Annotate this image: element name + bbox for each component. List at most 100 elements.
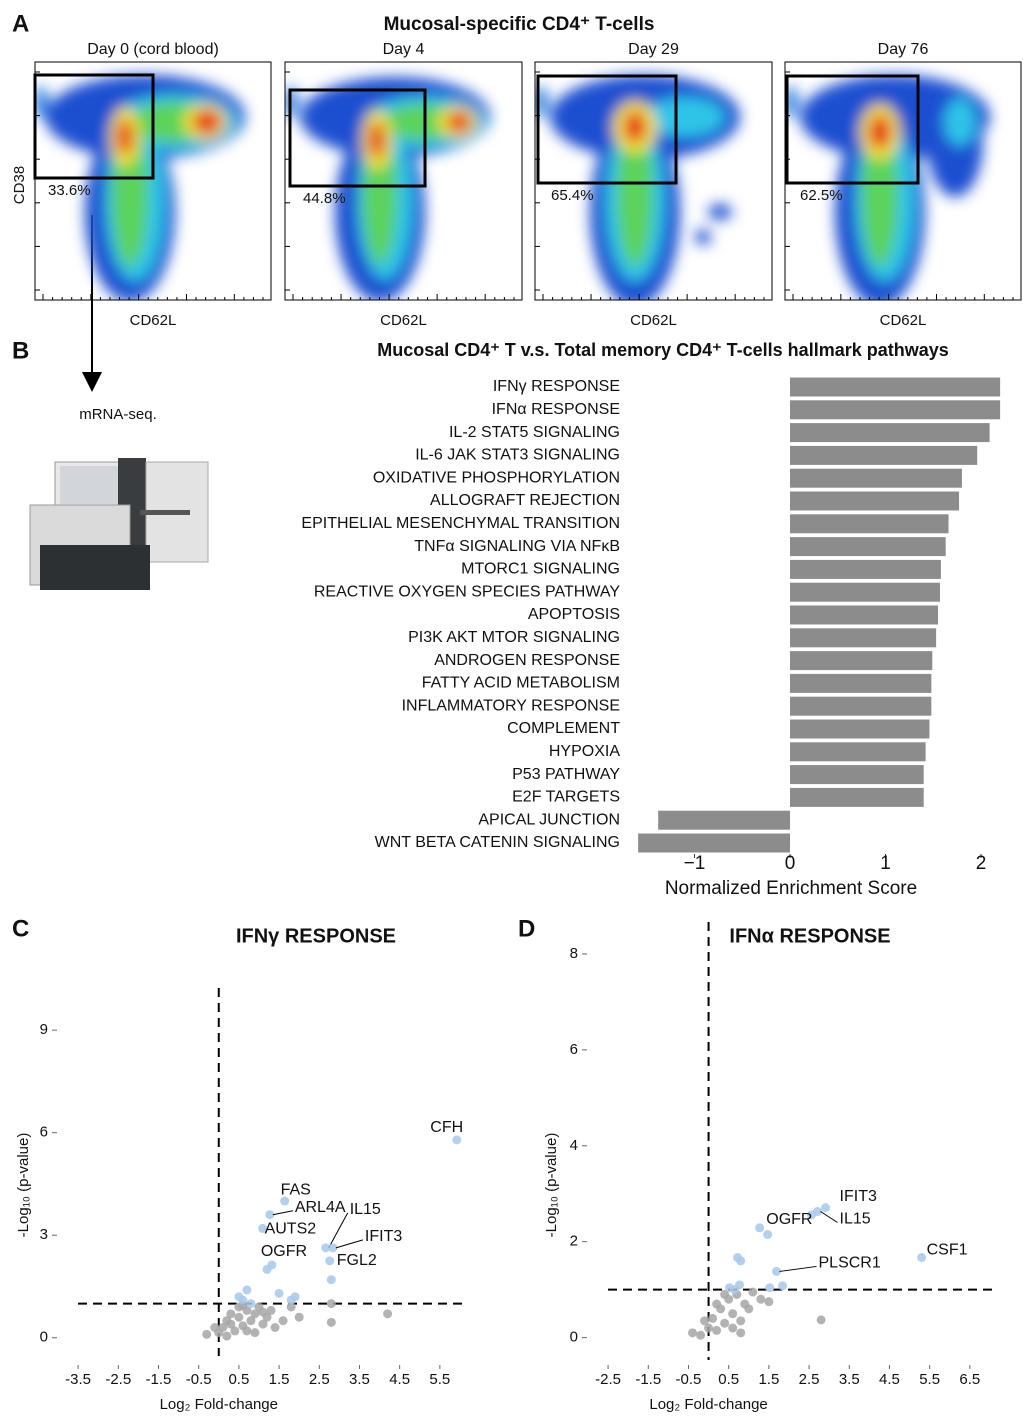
point — [246, 1316, 256, 1326]
x-tick-label: 0.5 — [718, 1371, 739, 1388]
point — [258, 1319, 268, 1329]
bar — [789, 514, 949, 534]
point — [778, 1281, 788, 1291]
density-plot — [35, 75, 245, 300]
point — [210, 1322, 220, 1332]
bar — [789, 605, 939, 625]
bar — [789, 445, 978, 465]
category-label: IL-2 STAT5 SIGNALING — [449, 424, 620, 441]
y-axis-label: -Log₁₀ (p-value) — [543, 1133, 560, 1238]
point-label: IFIT3 — [365, 1228, 402, 1245]
icon-screen-inner — [60, 466, 120, 504]
point — [765, 1283, 775, 1293]
density — [285, 77, 490, 300]
point — [806, 1210, 816, 1220]
point — [756, 1294, 766, 1304]
bar — [789, 400, 1001, 420]
y-tick-label: 6 — [570, 1041, 578, 1058]
point — [917, 1253, 927, 1263]
x-axis-label: CD62L — [130, 312, 177, 329]
y-tick-label: 4 — [570, 1137, 578, 1154]
point — [744, 1304, 754, 1314]
panel-letter: B — [12, 337, 29, 364]
point — [452, 1135, 462, 1145]
plot-frame — [284, 61, 523, 301]
category-label: APICAL JUNCTION — [478, 811, 620, 828]
plot-title: Day 29 — [628, 41, 679, 58]
density — [535, 75, 740, 300]
density-blob — [617, 117, 653, 267]
plot-frame — [784, 61, 1022, 301]
point — [730, 1285, 740, 1295]
point — [222, 1316, 232, 1326]
category-label: PI3K AKT MTOR SIGNALING — [408, 629, 620, 646]
bar — [789, 787, 924, 807]
point — [258, 1223, 268, 1233]
panel-letter: D — [518, 915, 535, 942]
y-tick-label: 3 — [40, 1226, 48, 1243]
point-label: PLSCR1 — [819, 1255, 881, 1272]
point — [755, 1223, 765, 1233]
y-tick-label: 0 — [40, 1329, 48, 1346]
x-tick-label: −1 — [684, 853, 706, 874]
point — [234, 1292, 244, 1302]
gate — [33, 73, 155, 180]
point — [728, 1323, 738, 1333]
gate-label: 33.6% — [48, 182, 91, 199]
x-tick-label: -1.5 — [635, 1371, 661, 1388]
category-label: FATTY ACID METABOLISM — [422, 675, 620, 692]
category-label: OXIDATIVE PHOSPHORYLATION — [373, 469, 620, 486]
x-tick-label: 2 — [976, 853, 987, 874]
point — [326, 1299, 336, 1309]
density-blob — [117, 119, 133, 155]
x-tick-label: 3.5 — [839, 1371, 860, 1388]
point — [218, 1322, 228, 1332]
bar — [789, 468, 962, 488]
x-tick-label: 0.5 — [228, 1371, 249, 1388]
chart-title: Mucosal CD4⁺ T v.s. Total memory CD4⁺ T-… — [377, 340, 949, 360]
icon-handle — [140, 510, 190, 515]
density-blob — [535, 86, 548, 118]
gate-label: 65.4% — [551, 187, 594, 204]
point-label: FAS — [281, 1181, 311, 1198]
point — [704, 1323, 714, 1333]
point — [274, 1288, 284, 1298]
point-label: CSF1 — [927, 1242, 968, 1259]
y-axis-label: CD38 — [11, 166, 28, 204]
x-tick-label: 3.5 — [349, 1371, 370, 1388]
point-label: CFH — [430, 1119, 463, 1136]
panel-letter: A — [12, 10, 29, 37]
bar — [789, 765, 924, 785]
point — [265, 1210, 275, 1220]
x-tick-label: 4.5 — [389, 1371, 410, 1388]
point — [242, 1326, 252, 1336]
category-label: MTORC1 SIGNALING — [461, 561, 620, 578]
point — [280, 1196, 290, 1206]
point — [696, 1330, 706, 1340]
point — [325, 1256, 335, 1266]
bar — [789, 559, 941, 579]
point-label: IL15 — [840, 1211, 871, 1228]
point — [700, 1316, 710, 1326]
x-tick-label: -0.5 — [676, 1371, 702, 1388]
density-plot — [285, 77, 490, 300]
leader-line — [335, 1239, 364, 1249]
bar — [789, 719, 930, 739]
point — [720, 1318, 730, 1328]
density-blob — [869, 115, 891, 149]
point — [321, 1243, 331, 1253]
x-tick-label: 1.5 — [758, 1371, 779, 1388]
x-tick-label: 0 — [785, 853, 796, 874]
point — [712, 1325, 722, 1335]
point-label: OGFR — [766, 1211, 812, 1228]
point — [821, 1203, 831, 1213]
plot-title: Day 4 — [383, 41, 425, 58]
point — [728, 1309, 738, 1319]
point — [736, 1328, 746, 1338]
panel-title: Mucosal-specific CD4⁺ T-cells — [384, 14, 655, 35]
y-tick-label: 2 — [570, 1233, 578, 1250]
bar — [789, 423, 990, 443]
point-label: IFIT3 — [840, 1188, 877, 1205]
x-tick-label: -3.5 — [65, 1371, 91, 1388]
